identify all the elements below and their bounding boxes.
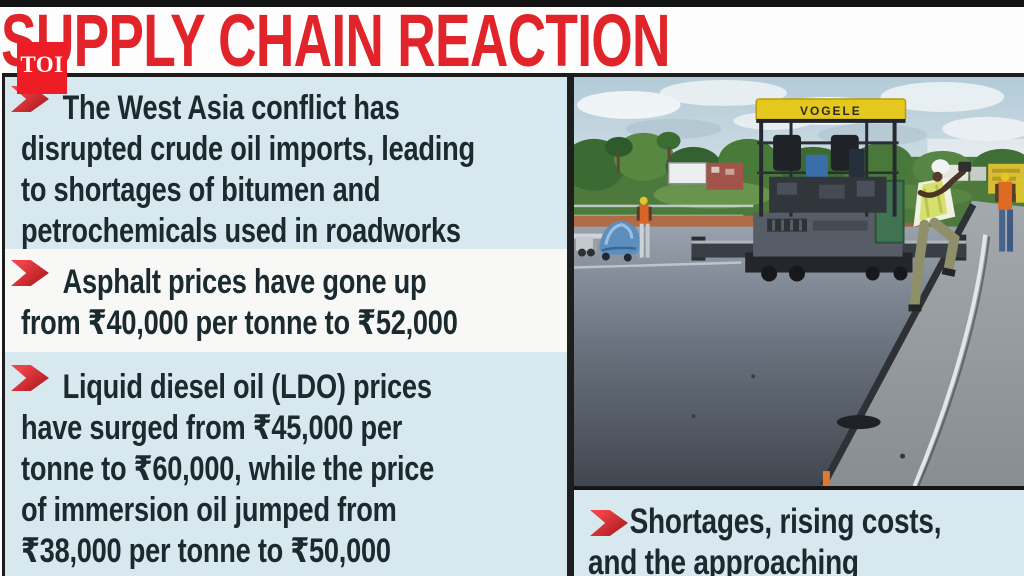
workers-right [995, 172, 1024, 252]
bullet-section-3: Liquid diesel oil (LDO) prices have surg… [5, 352, 567, 576]
panel-divider [567, 77, 574, 576]
bullet-section-1: The West Asia conflict has disrupted cru… [5, 77, 567, 249]
toi-logo: TOI [17, 42, 67, 94]
caption-section: Shortages, rising costs, and the approac… [574, 486, 1024, 576]
bullet-text-2: Asphalt prices have gone up from ₹40,000… [21, 263, 458, 342]
infographic-box: The West Asia conflict has disrupted cru… [2, 73, 1024, 576]
worker-left [636, 196, 652, 258]
paver-machine: VOGELE [691, 98, 967, 282]
bullet-section-2: Asphalt prices have gone up from ₹40,000… [5, 249, 567, 352]
caption-text: Shortages, rising costs, and the approac… [588, 502, 942, 576]
photo-panel: VOGELE [574, 77, 1024, 576]
page-title: SUPPLY CHAIN REACTION [1, 0, 670, 82]
worker-main [908, 159, 972, 312]
bullet-text-3: Liquid diesel oil (LDO) prices have surg… [21, 368, 435, 570]
bullet-text-1: The West Asia conflict has disrupted cru… [21, 89, 475, 249]
machine-brand-label: VOGELE [800, 104, 862, 118]
top-black-bar [0, 0, 1024, 7]
road-paver-photo: VOGELE [574, 77, 1024, 486]
title-band: SUPPLY CHAIN REACTION [0, 4, 1024, 78]
bullet-panel: The West Asia conflict has disrupted cru… [5, 77, 567, 576]
guardrail [574, 233, 604, 257]
blue-tarp [598, 220, 641, 262]
toi-logo-text: TOI [20, 52, 64, 77]
